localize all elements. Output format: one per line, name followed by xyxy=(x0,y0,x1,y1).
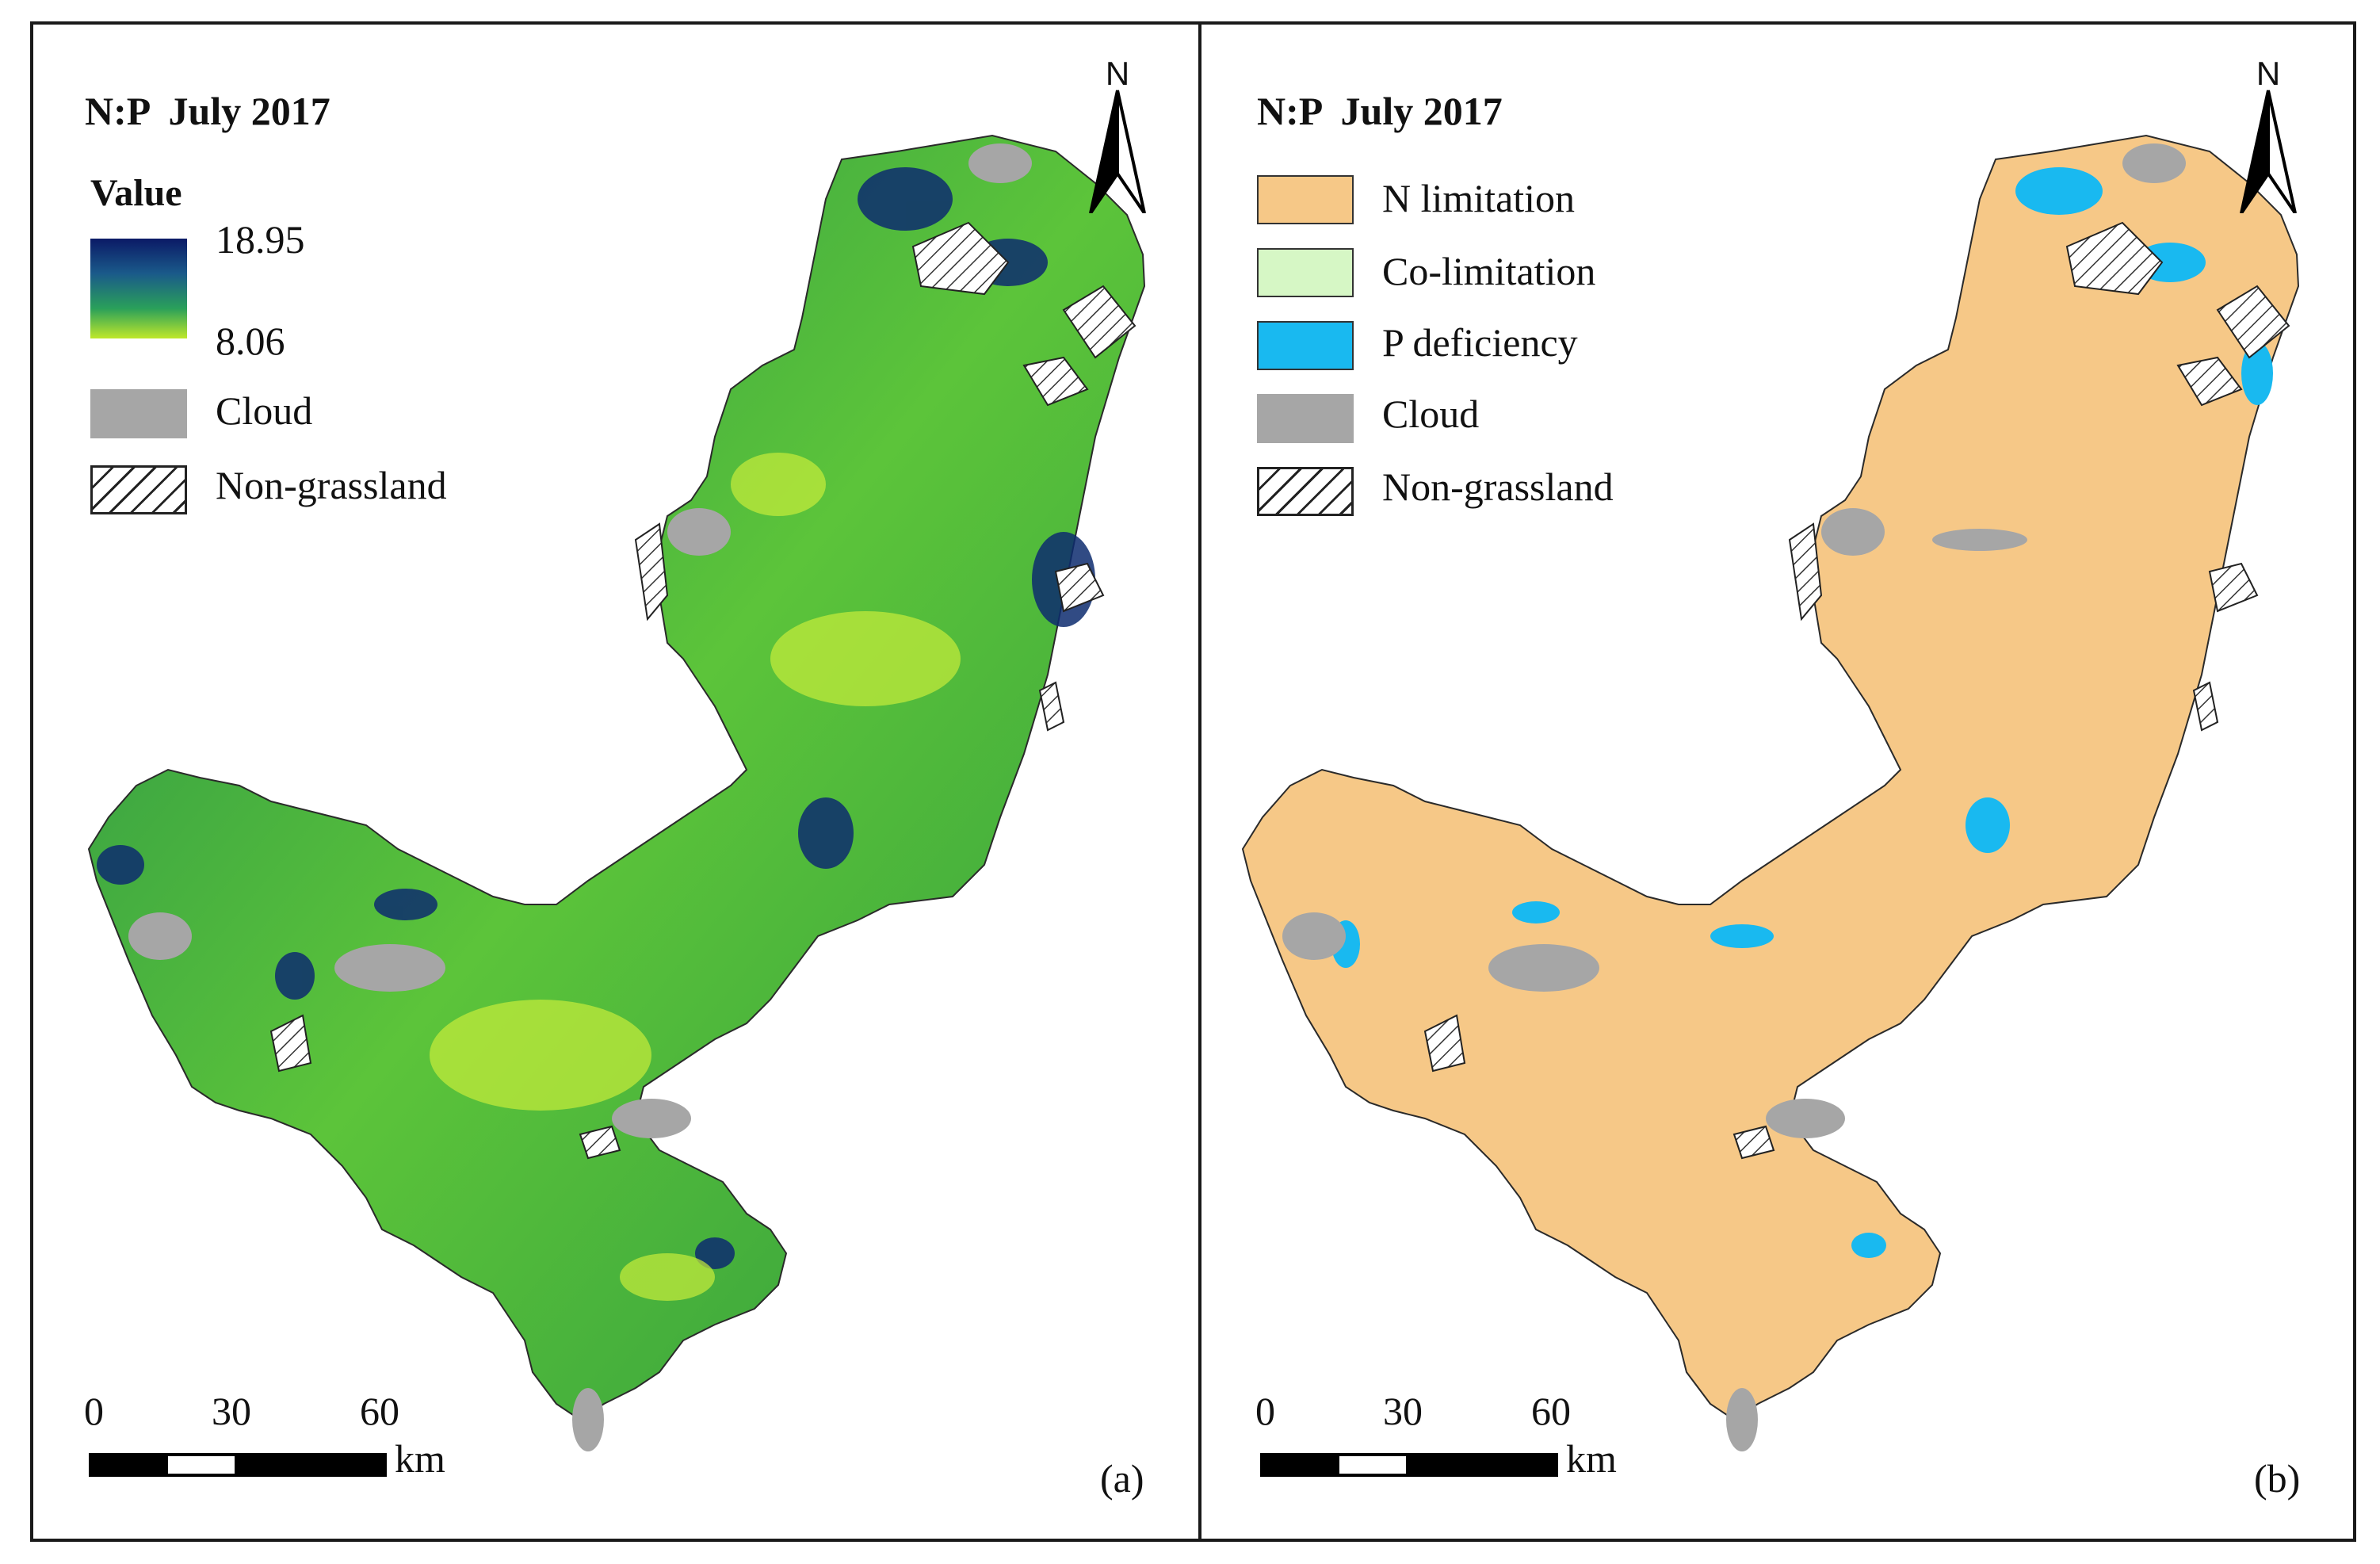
non-grassland-patches xyxy=(269,221,1137,1160)
scale-bar: 0 30 60 km xyxy=(84,1388,533,1491)
panel-a: N:P July 2017 Value 18.95 8.06 Cloud Non… xyxy=(33,25,1201,1539)
legend-swatch-cloud xyxy=(1257,394,1354,443)
cloud-patches xyxy=(1282,143,2186,1451)
low-value-patches xyxy=(430,453,961,1301)
scale-segment-3 xyxy=(238,1453,387,1477)
scale-segment-1 xyxy=(1260,1453,1336,1477)
scale-bar: 0 30 60 km xyxy=(1255,1388,1704,1491)
legend-label-non-grassland: Non-grassland xyxy=(216,463,447,507)
gradient-min-label: 8.06 xyxy=(216,319,285,363)
non-grassland-patches xyxy=(1423,221,2290,1160)
scale-unit: km xyxy=(395,1436,445,1481)
legend-label-cloud: Cloud xyxy=(1382,392,1480,436)
panel-b: N:P July 2017 N limitation Co-limitation… xyxy=(1201,25,2353,1539)
region-shape xyxy=(1241,134,2300,1421)
legend-label-non-grassland: Non-grassland xyxy=(1382,465,1614,509)
scale-unit: km xyxy=(1566,1436,1617,1481)
legend-label-co-limitation: Co-limitation xyxy=(1382,249,1596,293)
scale-segment-1 xyxy=(89,1453,165,1477)
north-arrow-icon: N xyxy=(1078,55,1157,213)
legend-heading: Value xyxy=(90,172,182,214)
scale-tick-60: 60 xyxy=(360,1389,399,1433)
map-nutrient-limitation xyxy=(1241,134,2300,1451)
legend-swatch-cloud xyxy=(90,389,187,438)
north-label: N xyxy=(1105,55,1130,92)
scale-segment-3 xyxy=(1409,1453,1558,1477)
scale-segment-2 xyxy=(165,1453,238,1477)
cloud-patches xyxy=(128,143,1032,1451)
legend-swatch-non-grassland xyxy=(1257,467,1354,516)
legend-label-cloud: Cloud xyxy=(216,388,313,433)
scale-tick-60: 60 xyxy=(1531,1389,1571,1433)
scale-tick-30: 30 xyxy=(212,1389,251,1433)
legend-label-p-deficiency: P deficiency xyxy=(1382,320,1578,365)
scale-segment-2 xyxy=(1336,1453,1409,1477)
panel-label: (a) xyxy=(1100,1456,1144,1501)
map-title: N:P July 2017 xyxy=(85,89,330,133)
figure-frame: N:P July 2017 Value 18.95 8.06 Cloud Non… xyxy=(30,21,2356,1542)
scale-tick-30: 30 xyxy=(1383,1389,1423,1433)
legend-label-n-limitation: N limitation xyxy=(1382,176,1576,220)
map-title: N:P July 2017 xyxy=(1257,89,1503,133)
legend-swatch-p-deficiency xyxy=(1257,321,1354,370)
north-label: N xyxy=(2256,55,2281,92)
scale-tick-0: 0 xyxy=(84,1389,104,1433)
value-gradient-swatch xyxy=(90,239,187,338)
region-shape xyxy=(87,134,1146,1421)
legend-swatch-co-limitation xyxy=(1257,248,1354,297)
north-arrow-icon: N xyxy=(2229,55,2308,213)
gradient-max-label: 18.95 xyxy=(216,217,305,262)
map-np-ratio xyxy=(87,134,1146,1451)
scale-tick-0: 0 xyxy=(1255,1389,1275,1433)
panel-label: (b) xyxy=(2254,1456,2301,1501)
legend-swatch-n-limitation xyxy=(1257,175,1354,224)
legend-swatch-non-grassland xyxy=(90,465,187,514)
